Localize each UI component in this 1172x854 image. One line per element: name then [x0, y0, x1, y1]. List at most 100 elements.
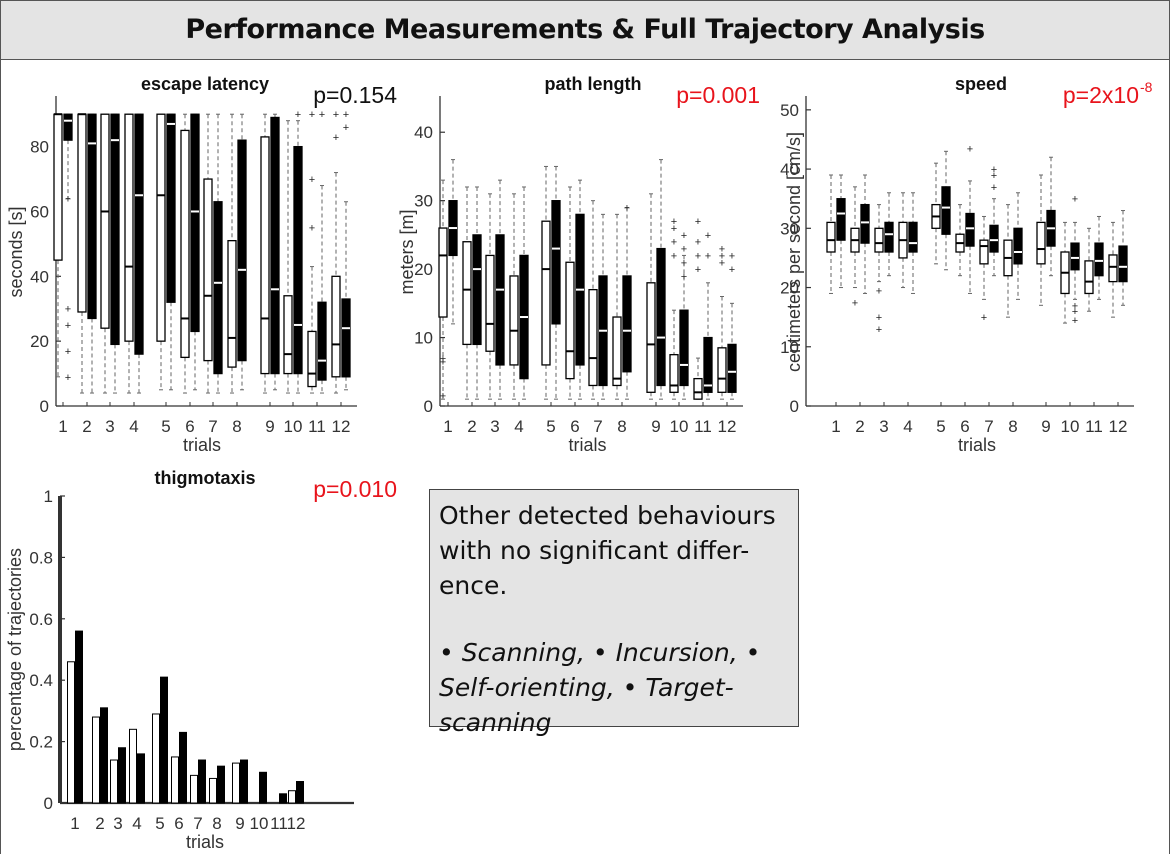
bar — [179, 731, 187, 804]
box — [669, 354, 679, 393]
bar — [92, 716, 100, 804]
y-tick-label: 40 — [414, 123, 433, 142]
p-value: p=0.001 — [676, 82, 760, 108]
x-tick-label: 2 — [855, 417, 864, 436]
x-tick-label: 4 — [129, 417, 138, 436]
box — [551, 200, 561, 325]
y-tick-label: 0 — [790, 397, 799, 416]
x-tick-label: 4 — [514, 417, 523, 436]
box — [156, 113, 166, 342]
outlier: + — [65, 194, 71, 206]
outlier: + — [719, 244, 725, 256]
chart-title: path length — [545, 74, 642, 94]
box — [110, 113, 120, 346]
y-tick-label: 10 — [780, 338, 799, 357]
bar — [279, 793, 287, 804]
y-tick-label: 1 — [44, 487, 53, 506]
box — [1036, 221, 1046, 265]
x-tick-label: 7 — [984, 417, 993, 436]
outlier: + — [65, 346, 71, 358]
p-value: p=2x10 — [1063, 82, 1139, 108]
x-tick-label: 3 — [490, 417, 499, 436]
x-tick-label: 8 — [617, 417, 626, 436]
x-tick-label: 4 — [132, 814, 141, 833]
bar — [110, 759, 118, 804]
box — [341, 298, 351, 378]
outlier: + — [876, 286, 882, 298]
p-value: p=0.154 — [313, 82, 397, 108]
x-tick-label: 6 — [185, 417, 194, 436]
x-tick-label: 3 — [113, 814, 122, 833]
box — [77, 113, 87, 313]
x-tick-label: 2 — [82, 417, 91, 436]
outlier: + — [309, 174, 315, 186]
box — [612, 316, 622, 387]
note-box: Other detected behaviours with no signif… — [429, 489, 799, 737]
outlier: + — [309, 223, 315, 235]
x-tick-label: 5 — [161, 417, 170, 436]
box — [622, 275, 632, 373]
box — [1094, 242, 1104, 277]
outlier: + — [1072, 194, 1078, 206]
box — [307, 330, 317, 388]
y-tick-label: 0.4 — [29, 671, 53, 690]
bar — [296, 781, 304, 804]
box — [472, 234, 482, 346]
box — [1108, 254, 1118, 283]
x-tick-label: 1 — [70, 814, 79, 833]
outlier: + — [991, 170, 997, 182]
bar — [152, 713, 160, 804]
y-tick-label: 20 — [780, 279, 799, 298]
box — [826, 221, 836, 253]
box — [588, 288, 598, 387]
box — [874, 227, 884, 253]
outlier: + — [671, 250, 677, 262]
bar — [198, 759, 206, 804]
bar — [232, 762, 240, 804]
p-value-exponent: -8 — [1140, 79, 1153, 95]
outlier: + — [671, 216, 677, 228]
y-tick-label: 80 — [30, 138, 49, 157]
y-tick-label: 10 — [414, 329, 433, 348]
y-tick-label: 0.8 — [29, 548, 53, 567]
box — [227, 240, 237, 368]
y-tick-label: 50 — [780, 101, 799, 120]
chart-title: thigmotaxis — [154, 468, 255, 488]
box — [213, 201, 223, 375]
outlier: + — [671, 223, 677, 235]
box — [646, 282, 656, 393]
x-tick-label: 11 — [694, 417, 712, 436]
outlier: + — [695, 250, 701, 262]
x-tick-label: 8 — [232, 417, 241, 436]
p-value: p=0.010 — [313, 476, 397, 502]
outlier: + — [719, 250, 725, 262]
outlier: + — [695, 237, 701, 249]
x-tick-label: 8 — [212, 814, 221, 833]
outlier: + — [671, 237, 677, 249]
y-tick-label: 0 — [40, 397, 49, 416]
outlier: + — [65, 304, 71, 316]
box — [270, 116, 280, 375]
box — [979, 239, 989, 265]
x-tick-label: 8 — [1008, 417, 1017, 436]
box — [908, 221, 918, 253]
x-tick-label: 12 — [1109, 417, 1128, 436]
x-tick-label: 7 — [208, 417, 217, 436]
bar — [171, 756, 179, 804]
box — [941, 186, 951, 235]
box — [260, 136, 270, 375]
y-tick-label: 0.2 — [29, 733, 53, 752]
chart-thigmotaxis: 00.20.40.60.811 2 3 4 5 6 7 8 9 10 1112trialsperce… — [5, 468, 397, 852]
x-tick-label: 11 — [1085, 417, 1103, 436]
x-tick-label: 12 — [332, 417, 351, 436]
box — [190, 113, 200, 333]
bar — [75, 630, 83, 804]
outlier: + — [695, 264, 701, 276]
x-axis-label: trials — [186, 832, 224, 852]
x-tick-label: 6 — [960, 417, 969, 436]
x-tick-label: 10 — [670, 417, 689, 436]
x-tick-label: 9 — [651, 417, 660, 436]
x-tick-label: 2 — [467, 417, 476, 436]
x-tick-label: 11 — [270, 814, 288, 833]
box — [860, 203, 870, 244]
